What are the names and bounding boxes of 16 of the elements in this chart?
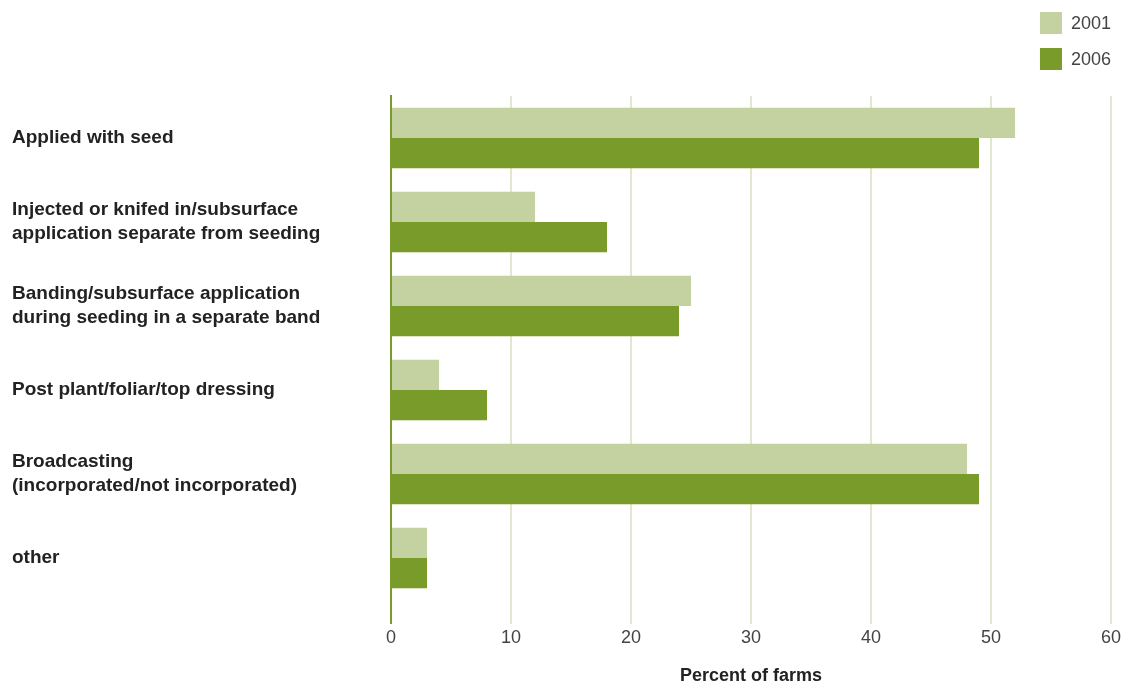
x-tick-label: 50 — [980, 626, 1002, 647]
x-tick-label: 30 — [740, 626, 762, 647]
y-tick-label: other — [12, 546, 61, 568]
legend-label: 2006 — [1070, 48, 1111, 69]
x-axis-title: Percent of farms — [679, 664, 823, 685]
x-tick-label: 10 — [500, 626, 522, 647]
y-tick-label: Injected or knifed in/subsurface application separate from seeding — [12, 198, 321, 244]
y-tick-label: Banding/subsurface application during seeding in a separate band — [12, 282, 321, 328]
legend-label: 2001 — [1070, 12, 1111, 33]
y-tick-label: Broadcasting (incorporated/not incorporated) — [12, 450, 297, 496]
x-tick-label: 0 — [385, 626, 397, 647]
x-tick-label: 20 — [620, 626, 642, 647]
y-tick-label: Applied with seed — [12, 126, 174, 148]
y-tick-label: Post plant/foliar/top dressing — [12, 378, 275, 400]
x-tick-label: 40 — [860, 626, 882, 647]
x-tick-label: 60 — [1100, 626, 1122, 647]
